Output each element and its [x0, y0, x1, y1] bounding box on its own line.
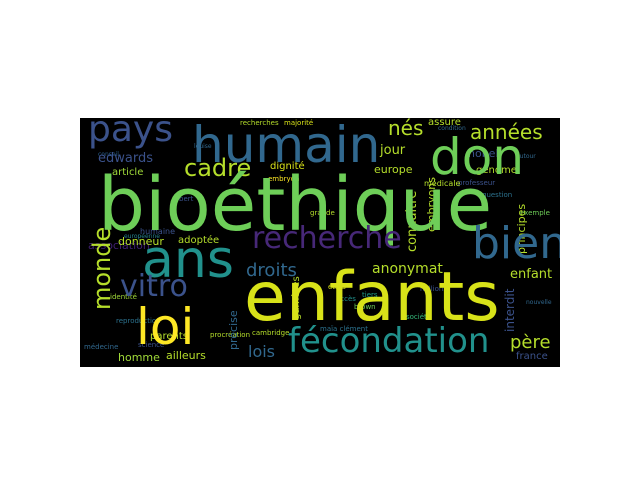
word-cloud: association conseil louise européenne ro…	[80, 118, 560, 367]
word-ans: ans	[142, 230, 234, 290]
word-europe: europe	[374, 163, 413, 176]
word-identite: identité	[110, 293, 137, 301]
word-pere: père	[510, 332, 551, 353]
word-pays: pays	[88, 118, 173, 150]
word-medicale: médicale	[424, 179, 461, 188]
word-cambridge: cambridge	[252, 329, 290, 337]
word-homme: homme	[118, 351, 160, 364]
word-dignite: dignité	[270, 161, 305, 172]
word-professeur: professeur	[458, 179, 496, 187]
word-donneur: donneur	[118, 235, 164, 248]
word-humaine: humaine	[140, 227, 176, 236]
word-assure: assure	[428, 118, 461, 128]
word-interdit: interdit	[503, 288, 517, 332]
word-conseil: conseil	[98, 151, 119, 158]
word-association: association	[88, 239, 150, 252]
word-condition: condition	[438, 125, 466, 132]
word-brown: brown	[354, 303, 376, 311]
word-embryon: embryon	[268, 175, 300, 183]
word-don: don	[430, 128, 525, 186]
word-procreation: procréation	[210, 331, 251, 339]
word-anonymat: anonymat	[372, 261, 443, 277]
word-etats: états	[328, 283, 346, 291]
word-bioethique: bioéthique	[98, 162, 493, 248]
word-edwards: edwards	[98, 151, 153, 166]
word-robert: robert	[172, 195, 194, 203]
word-majorite: majorité	[284, 119, 314, 127]
word-reproduction: reproduction	[116, 317, 161, 325]
word-recherches: recherches	[240, 119, 279, 127]
word-louise: louise	[194, 143, 212, 150]
word-autour: autour	[516, 153, 536, 160]
word-droits: droits	[246, 260, 297, 281]
word-ailleurs: ailleurs	[166, 349, 206, 362]
word-question: question	[482, 191, 513, 199]
word-enfant: enfant	[510, 267, 553, 282]
word-precise: précise	[227, 310, 240, 350]
word-loi: loi	[136, 298, 195, 356]
word-cadre: cadre	[184, 154, 252, 182]
word-fecondation: fécondation	[288, 321, 490, 361]
word-jour: jour	[380, 143, 406, 158]
word-france: france	[516, 351, 548, 362]
word-genome: génome	[476, 165, 517, 176]
word-millions: millions	[420, 285, 447, 293]
word-parents: parents	[150, 331, 188, 342]
word-nes: nés	[388, 118, 424, 140]
word-nobel: nobel	[468, 147, 499, 160]
word-humain: humain	[192, 118, 381, 174]
word-grande: grande	[310, 209, 335, 217]
word-vitro: vitro	[120, 269, 188, 304]
word-science: science	[138, 341, 165, 349]
word-exemple: exemple	[520, 209, 550, 217]
word-europeenne: européenne	[124, 233, 160, 240]
word-enfants: enfants	[244, 258, 500, 337]
word-societe: société	[406, 313, 432, 321]
word-article: article	[112, 167, 144, 178]
word-tiers: tiers	[362, 291, 378, 299]
word-clement: maïa clément	[320, 325, 368, 333]
word-acces: accès	[336, 295, 356, 303]
word-bien: bien	[472, 218, 560, 269]
word-nouvelle: nouvelle	[526, 299, 552, 306]
word-adoptee: adoptée	[178, 235, 220, 246]
word-recherche: recherche	[252, 221, 402, 256]
word-medecine: médecine	[84, 343, 119, 351]
word-lois: lois	[248, 342, 276, 361]
word-annees: années	[470, 120, 543, 144]
